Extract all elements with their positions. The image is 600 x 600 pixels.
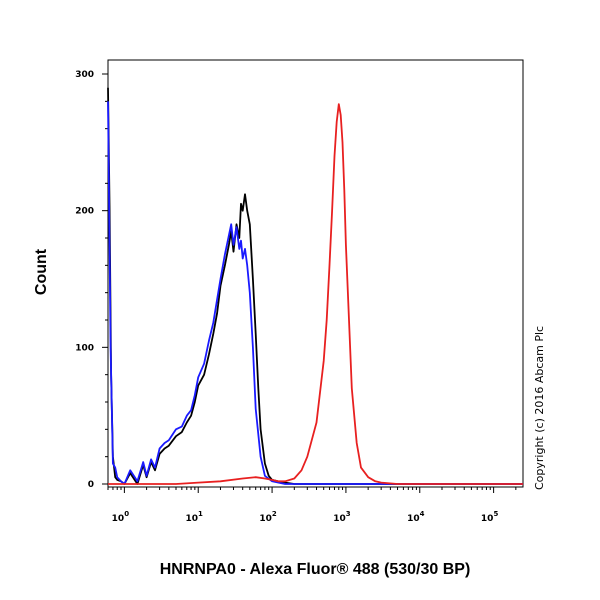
y-tick-label: 300 — [75, 70, 94, 80]
y-tick-label: 0 — [88, 480, 94, 490]
x-tick-label: 101 — [186, 510, 204, 524]
x-tick-label: 105 — [481, 510, 499, 524]
y-axis: 0 100 200 300 — [75, 70, 108, 490]
x-tick-label: 103 — [333, 510, 351, 524]
plot-area — [107, 59, 524, 488]
y-axis-label: Count — [33, 248, 50, 295]
x-tick-base: 10 — [112, 514, 125, 524]
x-tick-base: 10 — [481, 514, 494, 524]
series-line-1 — [107, 101, 523, 485]
x-tick-exponent: 0 — [124, 510, 129, 518]
x-tick-base: 10 — [259, 514, 272, 524]
y-tick-label: 100 — [75, 343, 94, 353]
x-tick-base: 10 — [186, 514, 199, 524]
x-tick-label: 100 — [112, 510, 130, 524]
x-tick-exponent: 5 — [493, 510, 498, 518]
series-line-0 — [107, 87, 523, 485]
copyright-notice: Copyright (c) 2016 Abcam Plc — [533, 326, 546, 490]
x-tick-exponent: 4 — [420, 510, 425, 518]
series-group — [107, 87, 523, 485]
y-tick-label: 200 — [75, 207, 94, 217]
x-tick-base: 10 — [407, 514, 420, 524]
x-axis: 100 101 102 103 104 105 — [107, 487, 517, 524]
x-tick-label: 104 — [407, 510, 425, 524]
x-tick-exponent: 1 — [198, 510, 203, 518]
series-line-2 — [108, 103, 523, 485]
x-tick-label: 102 — [259, 510, 277, 524]
x-tick-base: 10 — [333, 514, 346, 524]
x-axis-label: HNRNPA0 - Alexa Fluor® 488 (530/30 BP) — [160, 561, 471, 578]
x-tick-exponent: 2 — [272, 510, 277, 518]
x-tick-exponent: 3 — [346, 510, 351, 518]
